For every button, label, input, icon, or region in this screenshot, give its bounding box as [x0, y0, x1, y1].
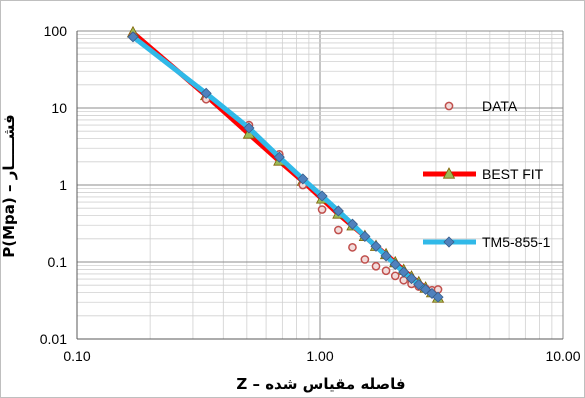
y-tick-label: 10: [51, 100, 67, 116]
data-point: [348, 242, 357, 252]
y-axis-title: P(Mpa) – فشـــــار: [0, 114, 18, 257]
legend-marker: [444, 101, 454, 111]
x-axis-title: فاصله مقیاس شده – Z: [236, 375, 405, 393]
legend-label: TM5-855-1: [482, 234, 551, 250]
data-point: [360, 255, 370, 264]
legend-entry: TM5-855-1: [423, 234, 551, 250]
tm5-855-1-point: [243, 122, 255, 134]
legend-entry: BEST FIT: [423, 166, 544, 182]
tm5-855-1-point: [413, 278, 425, 291]
tm5-855-1-point: [380, 250, 392, 262]
tm5-855-1-point: [405, 272, 418, 285]
y-tick-label: 100: [44, 23, 68, 39]
data-point: [390, 271, 400, 281]
data-point: [381, 266, 391, 276]
legend-marker: [442, 167, 456, 179]
tm5-855-1-point: [332, 205, 344, 217]
data-point: [317, 205, 327, 214]
legend-label: DATA: [482, 98, 518, 114]
x-tick-label: 1.00: [306, 348, 333, 364]
tm5-855-1-point: [432, 291, 444, 303]
y-tick-label: 0.1: [48, 254, 68, 270]
x-tick-label: 0.10: [63, 348, 90, 364]
y-tick-label: 0.01: [40, 331, 67, 347]
tm5-855-1-point: [346, 218, 359, 230]
series-tm5-855-1: [127, 31, 444, 303]
data-point: [334, 225, 343, 235]
tm5-855-1-point: [297, 173, 309, 185]
tm5-855-1-point: [398, 266, 410, 278]
tm5-855-1-point: [370, 240, 382, 252]
tm5-855-1-point: [359, 230, 371, 242]
series-layer: [126, 25, 445, 303]
axes: [76, 31, 563, 340]
legend: DATA BEST FIT TM5-855-1: [423, 98, 551, 250]
tm5-855-1-point: [316, 190, 328, 202]
tm5-855-1-point: [389, 258, 401, 270]
legend-label: BEST FIT: [482, 166, 544, 182]
data-point: [399, 275, 409, 285]
tm5-855-1-point: [200, 87, 212, 99]
y-tick-label: 1: [59, 177, 67, 193]
legend-marker: [443, 236, 455, 248]
tm5-855-1-point: [127, 31, 139, 43]
grid: [76, 30, 564, 340]
data-point: [371, 261, 381, 271]
tick-labels: 0.01 0.1 1 10 100 0.10 1.00 10.00: [40, 23, 581, 364]
x-tick-label: 10.00: [545, 348, 580, 364]
legend-entry: DATA: [444, 98, 518, 114]
tm5-855-1-point: [273, 151, 285, 163]
